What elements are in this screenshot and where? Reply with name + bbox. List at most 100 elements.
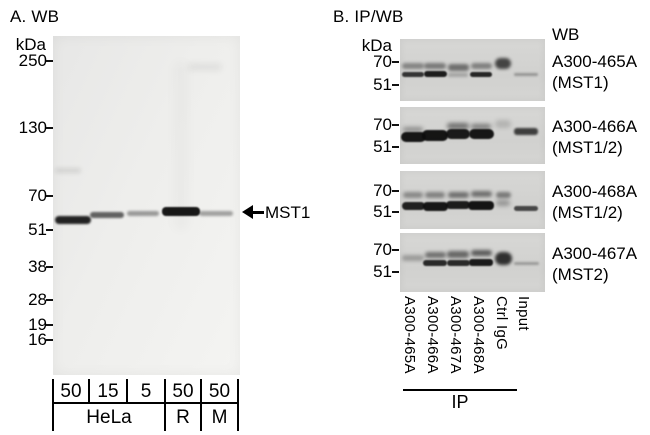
protein-band	[199, 210, 233, 216]
lane-amount-label: 50	[172, 381, 194, 402]
protein-band	[495, 120, 511, 128]
ip-wb-strip	[400, 171, 545, 229]
protein-band	[162, 206, 200, 216]
lane-amount-label: 5	[140, 381, 152, 402]
mw-marker-label: 28	[28, 290, 47, 309]
protein-band	[188, 63, 222, 71]
mw-marker-tick	[392, 211, 399, 213]
panel-b-kda-label: kDa	[361, 36, 392, 55]
ip-lane-label: A300-467A	[447, 296, 464, 374]
protein-band	[55, 167, 81, 173]
mw-marker-tick	[392, 84, 399, 86]
protein-band	[447, 123, 469, 129]
lane-amount-label: 50	[60, 381, 82, 402]
protein-band	[470, 63, 492, 69]
protein-band	[425, 192, 445, 198]
antibody-target: (MST1/2)	[552, 138, 623, 157]
protein-band	[424, 252, 446, 258]
protein-band	[446, 201, 470, 209]
ip-lane-label: Ctrl IgG	[493, 296, 510, 351]
protein-band	[494, 251, 512, 265]
protein-band	[471, 123, 491, 129]
mw-marker-tick	[46, 339, 53, 341]
ip-lane-label: A300-468A	[470, 296, 487, 374]
table-divider	[52, 379, 54, 404]
mw-marker-tick	[392, 190, 399, 192]
protein-band	[424, 63, 446, 69]
mw-marker-tick	[392, 271, 399, 273]
protein-band	[470, 191, 492, 197]
panel-a-title: A. WB	[10, 7, 60, 26]
mw-marker-label: 70	[373, 115, 392, 134]
antibody-label: A300-465A (MST1)	[552, 51, 637, 93]
protein-band	[495, 192, 511, 198]
mw-marker-label: 16	[28, 330, 47, 349]
antibody-label: A300-467A (MST2)	[552, 243, 637, 285]
lane-amount-label: 50	[208, 381, 231, 402]
ip-lane-label: Input	[515, 296, 532, 331]
protein-band	[173, 61, 189, 231]
table-divider	[126, 379, 128, 404]
mw-marker-tick	[392, 124, 399, 126]
mw-marker-tick	[46, 324, 53, 326]
table-divider	[164, 379, 166, 404]
mw-marker-tick	[392, 61, 399, 63]
ip-bracket-line	[403, 389, 517, 391]
lane-group-label: HeLa	[86, 407, 132, 428]
protein-band	[403, 192, 423, 198]
mw-marker-tick	[46, 127, 53, 129]
ip-lane-label: A300-466A	[424, 296, 441, 374]
protein-band	[90, 212, 124, 218]
table-rule	[52, 402, 239, 404]
antibody-name: A300-466A	[552, 117, 638, 136]
protein-band	[446, 260, 470, 266]
lane-group-label: R	[176, 407, 190, 428]
mw-marker-label: 51	[28, 220, 47, 239]
panel-a-kda-label: kDa	[15, 35, 46, 54]
table-divider	[200, 404, 202, 431]
protein-band	[422, 129, 448, 141]
protein-band	[447, 192, 469, 198]
protein-band	[470, 71, 492, 77]
protein-band	[401, 202, 425, 210]
table-divider	[200, 379, 202, 404]
protein-band	[470, 250, 492, 256]
antibody-name: A300-468A	[552, 182, 638, 201]
arrow-left-icon	[242, 205, 265, 219]
mw-marker-tick	[46, 299, 53, 301]
protein-band	[514, 72, 538, 76]
mw-marker-label: 38	[28, 257, 47, 276]
antibody-target: (MST2)	[552, 265, 609, 284]
mw-marker-label: 130	[18, 118, 47, 137]
protein-band	[402, 255, 424, 261]
mw-marker-tick	[392, 249, 399, 251]
mw-marker-label: 51	[373, 137, 392, 156]
protein-band	[423, 260, 447, 266]
protein-band	[495, 57, 511, 69]
ip-wb-strip	[400, 39, 545, 101]
table-divider	[88, 379, 90, 404]
mw-marker-label: 51	[373, 202, 392, 221]
antibody-label: A300-468A (MST1/2)	[552, 181, 637, 223]
protein-band	[403, 126, 423, 132]
table-divider	[237, 404, 239, 431]
mw-marker-label: 70	[373, 181, 392, 200]
protein-band	[402, 63, 424, 69]
ip-lane-label: A300-465A	[401, 296, 418, 374]
protein-band	[468, 129, 494, 139]
protein-band	[423, 71, 447, 77]
wb-blot-panel-a	[53, 36, 240, 375]
protein-band	[514, 127, 538, 135]
mw-marker-tick	[392, 146, 399, 148]
antibody-name: A300-465A	[552, 52, 638, 71]
protein-band	[55, 216, 91, 224]
mst1-band-label: MST1	[265, 203, 311, 222]
protein-band	[402, 71, 424, 77]
ip-wb-strip	[400, 107, 545, 164]
mw-marker-tick	[46, 229, 53, 231]
mw-marker-tick	[46, 60, 53, 62]
table-divider	[164, 404, 166, 431]
mw-marker-tick	[46, 266, 53, 268]
mw-marker-label: 70	[373, 52, 392, 71]
protein-band	[447, 63, 469, 71]
